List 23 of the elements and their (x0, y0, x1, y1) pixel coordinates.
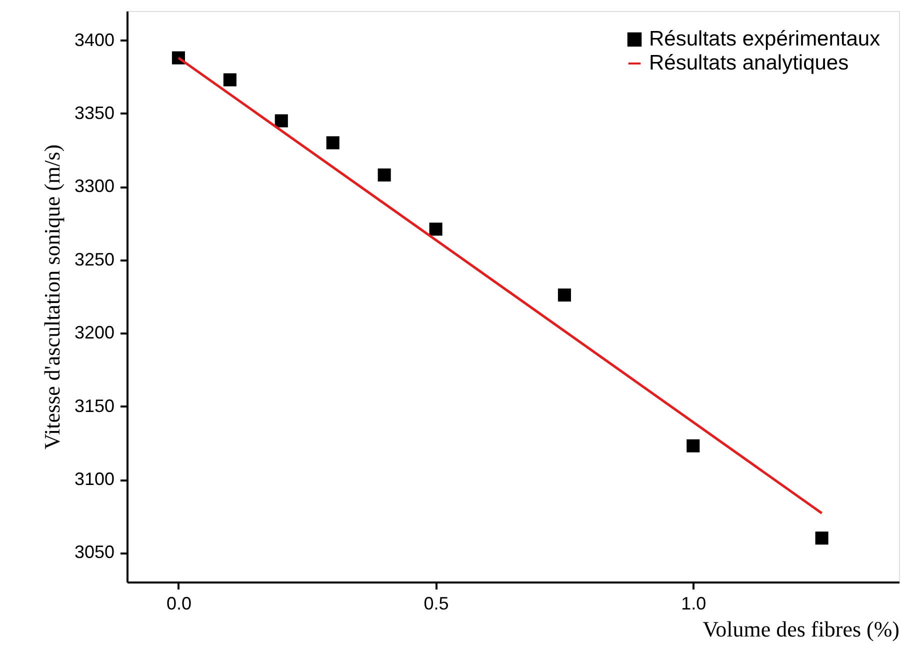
y-tick-label: 3250 (74, 249, 114, 270)
point (686, 439, 700, 452)
y-tick-label: 3200 (74, 322, 114, 343)
x-tick-label: 0.5 (424, 594, 449, 614)
point (326, 136, 340, 150)
point (223, 73, 236, 86)
y-tick-label: 3150 (74, 396, 114, 416)
x-axis-title: Volume des fibres (%) (702, 616, 900, 642)
point (815, 532, 828, 545)
legend-label: Résultats expérimentaux (649, 28, 881, 50)
y-axis-title: Vitesse d'ascultation sonique (m/s) (39, 144, 64, 450)
point (274, 114, 288, 128)
point (378, 168, 391, 182)
y-tick-label: 3050 (74, 542, 114, 562)
y-tick-label: 3400 (74, 30, 114, 50)
legend-label: Résultats analytiques (649, 52, 849, 74)
y-tick-label: 3350 (74, 102, 114, 123)
point (429, 222, 442, 236)
y-tick-label: 3300 (74, 176, 114, 196)
y-tick-label: 3100 (74, 469, 114, 490)
x-tick-label: 0.0 (166, 594, 192, 614)
x-tick-label: 1.0 (681, 594, 706, 614)
point (558, 288, 571, 302)
